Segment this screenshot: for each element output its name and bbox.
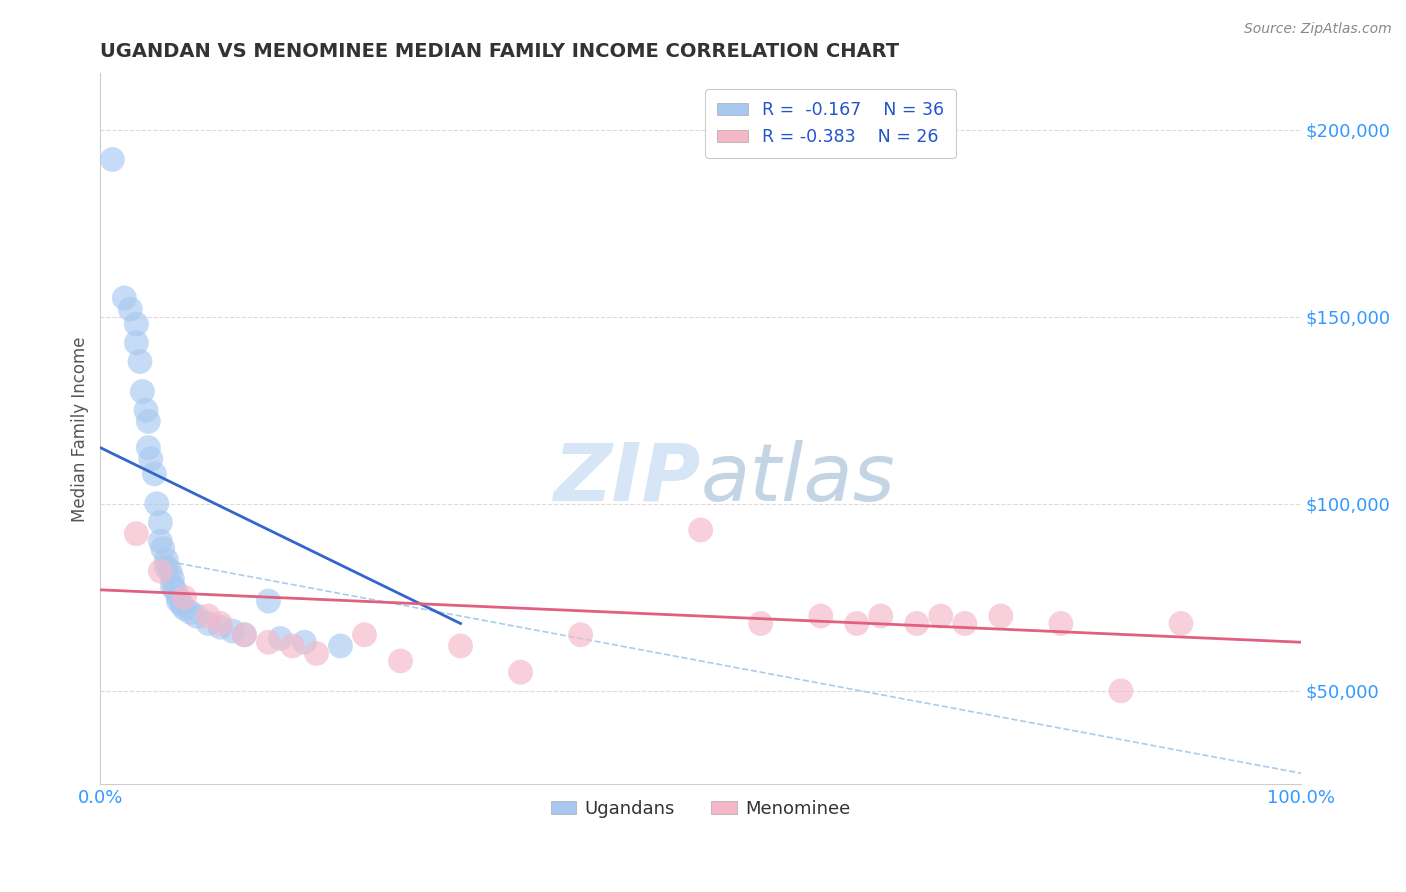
Point [152,541,174,556]
Point [953,616,976,631]
Point [257,635,280,649]
Point [569,628,592,642]
Point [173,591,195,605]
Point [294,635,316,649]
Point [167,594,190,608]
Point [929,609,952,624]
Point [233,628,256,642]
Point [101,153,124,167]
Text: ZIP: ZIP [554,440,700,517]
Point [689,523,711,537]
Point [450,639,472,653]
Point [305,647,328,661]
Point [162,572,184,586]
Text: atlas: atlas [700,440,896,517]
Point [1109,684,1132,698]
Point [112,291,135,305]
Point [1170,616,1192,631]
Point [197,616,219,631]
Point [138,414,160,428]
Point [139,451,162,466]
Point [990,609,1012,624]
Point [129,354,152,368]
Point [810,609,832,624]
Point [179,605,201,619]
Point [149,534,172,549]
Point [149,516,172,530]
Point [221,624,243,638]
Point [749,616,772,631]
Point [209,620,232,634]
Point [233,628,256,642]
Point [135,403,157,417]
Point [209,616,232,631]
Point [149,564,172,578]
Point [186,609,208,624]
Text: Source: ZipAtlas.com: Source: ZipAtlas.com [1244,22,1392,37]
Text: UGANDAN VS MENOMINEE MEDIAN FAMILY INCOME CORRELATION CHART: UGANDAN VS MENOMINEE MEDIAN FAMILY INCOM… [100,42,900,61]
Point [905,616,928,631]
Point [257,594,280,608]
Point [125,317,148,331]
Point [131,384,153,399]
Point [845,616,868,631]
Point [146,497,169,511]
Point [1050,616,1073,631]
Point [869,609,891,624]
Point [162,579,184,593]
Point [138,441,160,455]
Point [120,302,142,317]
Point [143,467,166,481]
Point [167,591,190,605]
Point [159,564,181,578]
Point [329,639,352,653]
Point [389,654,412,668]
Y-axis label: Median Family Income: Median Family Income [72,336,89,522]
Point [155,553,177,567]
Point [509,665,531,680]
Point [281,639,304,653]
Point [197,609,219,624]
Point [155,560,177,574]
Point [173,601,195,615]
Point [125,335,148,350]
Point [269,632,291,646]
Point [163,582,186,597]
Legend: Ugandans, Menominee: Ugandans, Menominee [543,793,858,825]
Point [170,598,193,612]
Point [125,526,148,541]
Point [353,628,375,642]
